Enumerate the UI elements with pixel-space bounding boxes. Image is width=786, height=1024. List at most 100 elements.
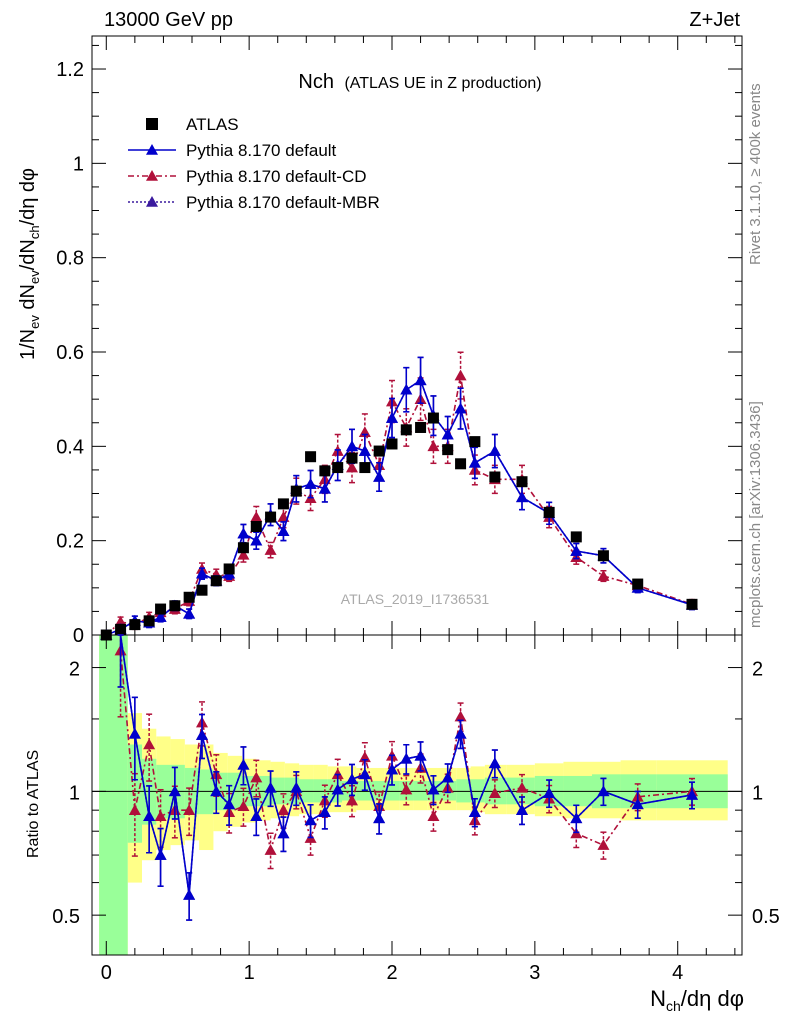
series-point-1 [358, 445, 371, 456]
series-point-1 [516, 491, 528, 503]
series-point-1 [250, 534, 263, 546]
series-point-1 [468, 456, 481, 468]
band-inner-bin [299, 779, 314, 803]
ratio-point-1 [210, 785, 223, 797]
atlas-data-point [516, 476, 528, 488]
ratio-point-1 [237, 758, 250, 770]
atlas-data-point [129, 619, 141, 631]
ratio-point-2 [183, 804, 196, 815]
ratio-ytick-label: 2 [69, 659, 80, 681]
ratio-point-2 [237, 800, 250, 812]
atlas-data-point [632, 578, 644, 590]
band-inner-bin [413, 780, 428, 801]
atlas-data-point [223, 563, 235, 575]
plot-title: Nch (ATLAS UE in Z production) [298, 71, 541, 93]
ratio-point-2 [597, 839, 610, 850]
series-point-2 [346, 461, 358, 473]
atlas-data-point [250, 521, 262, 533]
ratio-point-1 [264, 781, 277, 793]
atlas-data-point [597, 550, 609, 562]
ratio-point-1 [488, 757, 501, 769]
ratio-point-1 [168, 785, 181, 797]
atlas-data-point [196, 584, 208, 596]
atlas-data-point [686, 598, 698, 610]
ratio-point-2 [143, 738, 156, 750]
ratio-point-1 [427, 783, 440, 795]
ratio-point-2 [250, 771, 263, 783]
series-point-1 [373, 470, 386, 482]
series-point-1 [400, 383, 413, 395]
series-point-1 [183, 607, 196, 619]
series-point-2 [237, 548, 250, 560]
ratio-ytick-label-right: 1 [752, 782, 763, 804]
header-left: 13000 GeV pp [104, 9, 233, 31]
ratio-point-1 [516, 804, 528, 815]
series-point-1 [488, 445, 501, 456]
ratio-point-2 [400, 783, 413, 795]
xtick-label: 3 [529, 962, 540, 984]
legend-label-3: Pythia 8.170 default-MBR [186, 193, 380, 212]
atlas-data-point [115, 623, 127, 635]
ratio-point-1 [128, 727, 141, 739]
ratio-point-2 [128, 804, 141, 815]
ratio-point-1 [414, 749, 427, 761]
ratio-point-1 [318, 806, 331, 817]
atlas-data-point [442, 444, 454, 456]
main-ytick-label: 1 [73, 153, 84, 175]
ratio-point-1 [223, 798, 236, 810]
main-ytick-label: 0.4 [56, 436, 84, 458]
ratio-point-1 [183, 888, 196, 900]
marks-layer [100, 351, 698, 921]
ratio-ylabel: Ratio to ATLAS [25, 750, 42, 858]
ratio-point-2 [427, 810, 440, 822]
series-point-2 [597, 570, 610, 581]
atlas-data-point [373, 445, 385, 457]
ratio-ytick-label-right: 2 [752, 659, 763, 681]
atlas-data-point [489, 471, 501, 483]
atlas-data-point [169, 600, 181, 612]
ratio-line-1 [119, 634, 693, 896]
ratio-point-1 [154, 849, 167, 860]
ratio-point-1 [290, 781, 303, 793]
atlas-data-point [237, 542, 249, 554]
atlas-data-point [319, 465, 331, 477]
series-point-1 [414, 374, 427, 386]
atlas-data-point [332, 462, 344, 474]
ratio-point-1 [441, 771, 454, 783]
series-point-1 [304, 478, 317, 489]
ratio-point-1 [468, 806, 481, 817]
ratio-frame [91, 634, 743, 956]
legend-marker-3 [146, 196, 158, 207]
legend-label-2: Pythia 8.170 default-CD [186, 167, 367, 186]
xtick-label: 1 [244, 962, 255, 984]
atlas-data-point [469, 436, 481, 448]
series-point-1 [441, 428, 454, 440]
ratio-point-2 [454, 710, 467, 722]
atlas-data-point [183, 591, 195, 603]
ratio-ytick-label: 1 [69, 782, 80, 804]
main-ytick-label: 0.2 [56, 531, 84, 553]
legend-marker-1 [146, 144, 158, 155]
atlas-data-point [100, 629, 112, 641]
series-point-1 [346, 440, 358, 452]
series-point-2 [454, 369, 467, 381]
series-point-2 [264, 544, 277, 555]
atlas-data-point [210, 575, 222, 587]
atlas-data-point [143, 615, 155, 627]
legend: ATLAS Pythia 8.170 default Pythia 8.170 de… [128, 115, 380, 212]
series-point-2 [250, 511, 263, 522]
ratio-point-1 [686, 788, 698, 800]
ratio-point-1 [346, 773, 358, 785]
ratio-point-1 [358, 768, 371, 780]
ratio-point-1 [454, 727, 467, 739]
ratio-point-1 [386, 763, 398, 775]
atlas-data-point [427, 412, 439, 424]
ratio-ytick-label-right: 0.5 [752, 906, 780, 928]
atlas-data-point [277, 498, 289, 510]
ratio-point-1 [400, 752, 413, 764]
main-ytick-label: 0 [73, 625, 84, 647]
atlas-data-point [346, 452, 358, 464]
atlas-data-point [305, 451, 317, 463]
series-point-2 [427, 440, 440, 452]
